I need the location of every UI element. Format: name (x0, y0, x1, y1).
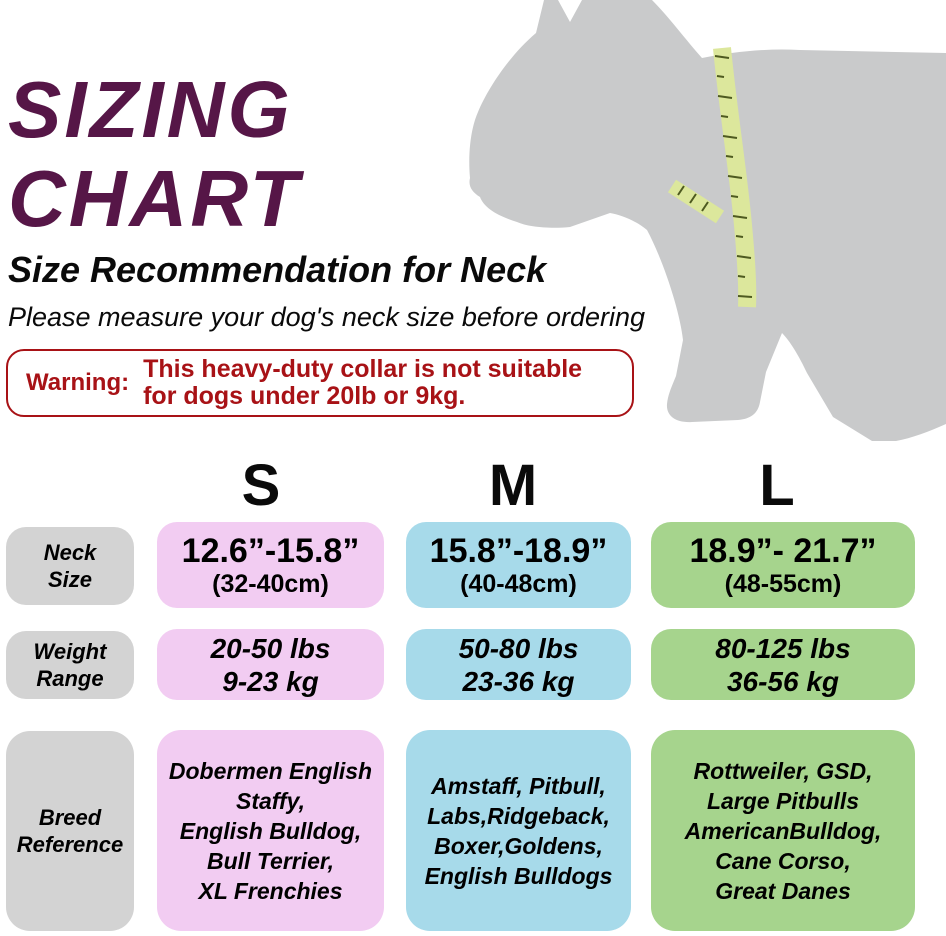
dog-illustration (466, 0, 946, 445)
weight-lbs-m: 50-80 lbs (458, 632, 579, 664)
subtitle: Size Recommendation for Neck (8, 249, 547, 290)
weight-kg-s: 9-23 kg (222, 665, 319, 697)
warning-label: Warning: (26, 369, 130, 396)
weight-kg-l: 36-56 kg (726, 665, 840, 697)
breed-line: Great Danes (715, 877, 851, 904)
weight-lbs-s: 20-50 lbs (210, 632, 331, 664)
breed-line: English Bulldogs (424, 862, 613, 889)
warning-text: This heavy-duty collar is not suitable f… (143, 356, 582, 410)
breed-line: Cane Corso, (715, 847, 851, 874)
breed-line: Amstaff, Pitbull, (431, 772, 606, 799)
row-label-line: Neck (43, 540, 97, 565)
cell-neck-size-m: 15.8”-18.9” (40-48cm) (406, 522, 631, 608)
weight-kg-m: 23-36 kg (462, 665, 575, 697)
row-label-line: Breed (38, 805, 102, 830)
page-title: SIZING CHART (8, 65, 302, 243)
cell-neck-size-s: 12.6”-15.8” (32-40cm) (157, 522, 384, 608)
cell-breeds-s: Dobermen English Staffy, English Bulldog… (157, 730, 384, 931)
weight-lbs-l: 80-125 lbs (715, 632, 851, 664)
row-label-line: Weight (33, 639, 107, 664)
cell-neck-size-l: 18.9”- 21.7” (48-55cm) (651, 522, 915, 608)
row-label-line: Reference (16, 832, 124, 857)
breed-line: XL Frenchies (198, 877, 343, 904)
neck-inches-l: 18.9”- 21.7” (689, 532, 877, 570)
warning-box: Warning: This heavy-duty collar is not s… (6, 349, 634, 417)
measuring-tape (667, 47, 757, 308)
instruction-text: Please measure your dog's neck size befo… (8, 302, 646, 332)
breed-line: Boxer,Goldens, (434, 832, 603, 859)
page-title-line2: CHART (8, 154, 302, 243)
warning-text-line1: This heavy-duty collar is not suitable (143, 355, 583, 383)
warning-text-line2: for dogs under 20lb or 9kg. (143, 382, 466, 410)
breed-line: Rottweiler, GSD, (693, 757, 873, 784)
breed-line: Dobermen English (168, 757, 373, 784)
cell-weight-s: 20-50 lbs 9-23 kg (157, 629, 384, 700)
neck-inches-m: 15.8”-18.9” (429, 532, 608, 570)
neck-cm-m: (40-48cm) (460, 570, 577, 598)
row-label-breed-reference: Breed Reference (6, 731, 134, 931)
neck-cm-s: (32-40cm) (212, 570, 329, 598)
neck-cm-l: (48-55cm) (724, 570, 842, 598)
breed-line: Staffy, (235, 787, 306, 814)
column-header-l: L (759, 453, 795, 518)
neck-inches-s: 12.6”-15.8” (181, 532, 360, 570)
cell-weight-l: 80-125 lbs 36-56 kg (651, 629, 915, 700)
column-header-m: M (488, 453, 538, 518)
cell-breeds-m: Amstaff, Pitbull, Labs,Ridgeback, Boxer,… (406, 730, 631, 931)
row-label-line: Range (36, 666, 104, 691)
cell-breeds-l: Rottweiler, GSD, Large Pitbulls American… (651, 730, 915, 931)
breed-line: AmericanBulldog, (684, 817, 882, 844)
dog-silhouette (469, 0, 946, 441)
row-label-weight-range: Weight Range (6, 631, 134, 699)
breed-line: Bull Terrier, (207, 847, 334, 874)
page-title-line1: SIZING (8, 65, 293, 154)
row-label-line: Size (47, 567, 93, 592)
column-header-s: S (241, 453, 281, 518)
breed-line: Labs,Ridgeback, (427, 802, 610, 829)
cell-weight-m: 50-80 lbs 23-36 kg (406, 629, 631, 700)
breed-line: English Bulldog, (179, 817, 362, 844)
row-label-neck-size: Neck Size (6, 527, 134, 605)
breed-line: Large Pitbulls (706, 787, 860, 814)
